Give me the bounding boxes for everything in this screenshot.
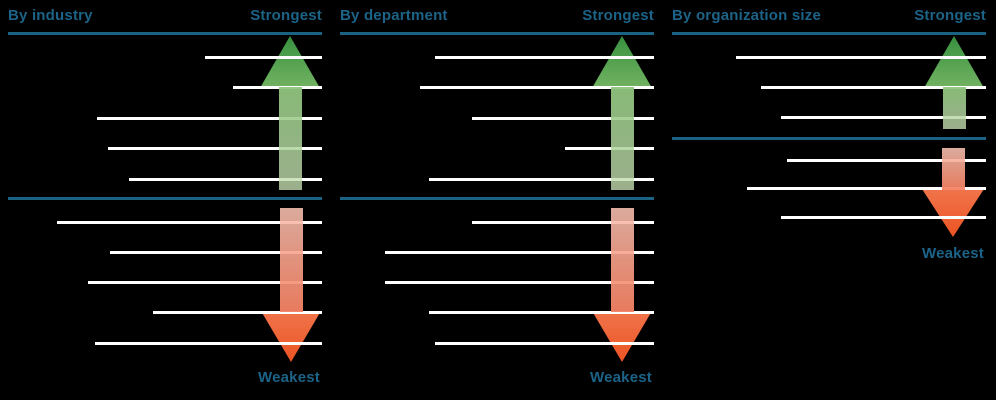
up-arrow-tail xyxy=(942,87,966,129)
mid-rule xyxy=(340,197,654,200)
down-arrow-head xyxy=(592,311,652,362)
panel-by-department: By department Strongest Weakest xyxy=(340,0,654,400)
item-underline xyxy=(472,221,654,224)
panel-by-organization-size: By organization size Strongest Weakest xyxy=(672,0,986,400)
item-underline xyxy=(472,117,654,120)
up-arrow-head xyxy=(924,36,984,88)
item-underline xyxy=(435,56,654,59)
item-underline xyxy=(97,117,322,120)
weakest-label: Weakest xyxy=(922,245,984,262)
down-arrow-head xyxy=(261,311,321,362)
item-underline xyxy=(233,86,322,89)
item-underline xyxy=(429,311,654,314)
down-arrow-tail xyxy=(610,208,634,312)
mid-rule xyxy=(8,197,322,200)
strongest-label: Strongest xyxy=(250,7,322,24)
item-underline xyxy=(108,147,322,150)
item-underline xyxy=(787,159,986,162)
item-underline xyxy=(110,251,322,254)
item-underline xyxy=(736,56,986,59)
down-arrow-head xyxy=(922,189,984,237)
item-underline xyxy=(781,216,986,219)
item-underline xyxy=(761,86,986,89)
up-arrow-tail xyxy=(610,87,634,190)
item-underline xyxy=(747,187,986,190)
item-underline xyxy=(565,147,654,150)
weakest-label: Weakest xyxy=(590,369,652,386)
item-underline xyxy=(385,251,654,254)
item-underline xyxy=(781,116,986,119)
item-underline xyxy=(435,342,654,345)
top-rule xyxy=(340,32,654,35)
panel-by-industry: By industry Strongest Weakest xyxy=(8,0,322,400)
top-rule xyxy=(672,32,986,35)
item-underline xyxy=(385,281,654,284)
weakest-label: Weakest xyxy=(258,369,320,386)
up-arrow-head xyxy=(592,36,652,88)
item-underline xyxy=(95,342,322,345)
item-underline xyxy=(429,178,654,181)
item-underline xyxy=(129,178,322,181)
item-underline xyxy=(88,281,322,284)
top-rule xyxy=(8,32,322,35)
item-underline xyxy=(420,86,654,89)
down-arrow-tail xyxy=(941,148,965,190)
down-arrow-tail xyxy=(279,208,303,312)
item-underline xyxy=(153,311,322,314)
strongest-label: Strongest xyxy=(914,7,986,24)
panel-title: By industry xyxy=(8,7,93,24)
up-arrow-head xyxy=(260,36,320,88)
panel-title: By department xyxy=(340,7,448,24)
panel-title: By organization size xyxy=(672,7,822,24)
item-underline xyxy=(205,56,322,59)
strongest-label: Strongest xyxy=(582,7,654,24)
up-arrow-tail xyxy=(278,87,302,190)
item-underline xyxy=(57,221,322,224)
mid-rule xyxy=(672,137,986,140)
